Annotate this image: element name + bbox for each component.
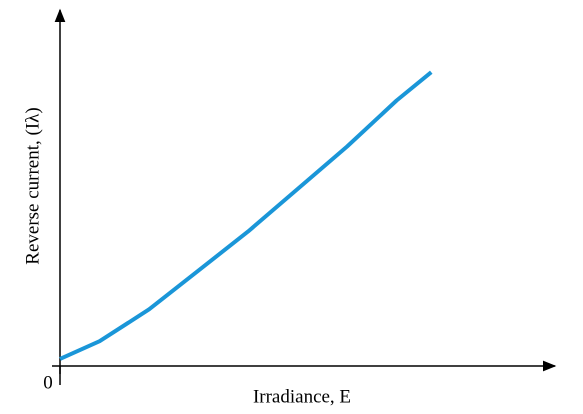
- x-axis-label: Irradiance, E: [253, 386, 351, 407]
- x-tick-label: 0: [43, 372, 53, 393]
- curve: [59, 70, 433, 361]
- y-axis-label: Reverse current, (Iλ): [22, 107, 43, 264]
